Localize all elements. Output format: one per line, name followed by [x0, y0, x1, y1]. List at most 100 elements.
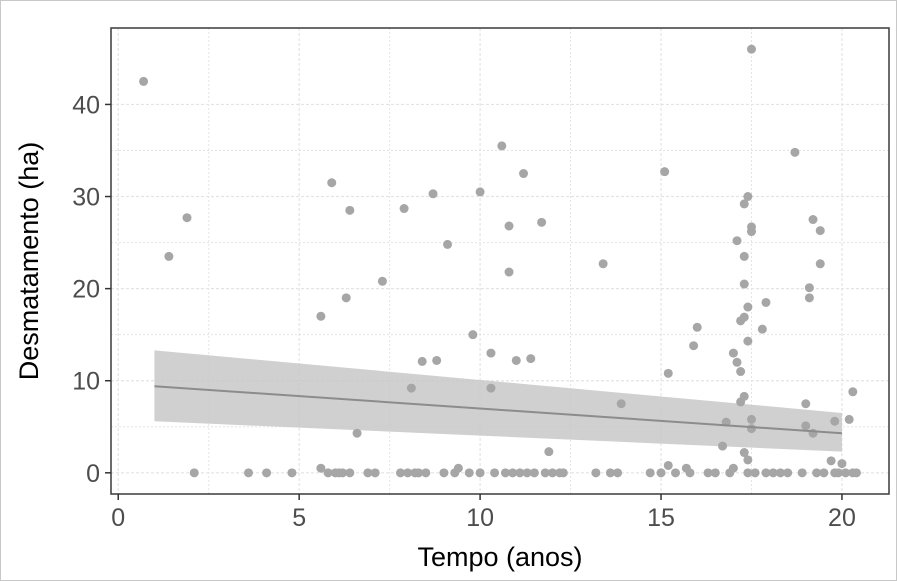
- data-point: [475, 468, 485, 478]
- y-tick-label: 40: [72, 91, 100, 119]
- data-point: [406, 383, 416, 393]
- data-point: [663, 368, 673, 378]
- data-point: [761, 468, 771, 478]
- data-point: [508, 468, 518, 478]
- data-point: [848, 387, 858, 397]
- data-point: [830, 416, 840, 426]
- data-point: [613, 468, 623, 478]
- data-point: [685, 468, 695, 478]
- data-point: [377, 276, 387, 286]
- data-point: [703, 468, 713, 478]
- data-point: [739, 448, 749, 458]
- data-point: [739, 279, 749, 289]
- data-point: [819, 468, 829, 478]
- data-point: [287, 468, 297, 478]
- data-point: [671, 468, 681, 478]
- data-point: [395, 468, 405, 478]
- data-point: [443, 239, 453, 249]
- data-point: [808, 215, 818, 225]
- data-point: [743, 302, 753, 312]
- data-point: [316, 311, 326, 321]
- data-points: [139, 44, 861, 478]
- data-point: [363, 468, 373, 478]
- data-point: [403, 468, 413, 478]
- data-point: [837, 459, 847, 469]
- data-point: [663, 460, 673, 470]
- data-point: [522, 468, 532, 478]
- data-point: [591, 468, 601, 478]
- data-point: [660, 167, 670, 177]
- x-tick-label: 5: [292, 504, 306, 532]
- data-point: [841, 468, 851, 478]
- data-point: [743, 468, 753, 478]
- x-axis-title: Tempo (anos): [417, 542, 582, 572]
- data-point: [500, 468, 510, 478]
- data-point: [529, 468, 539, 478]
- y-tick-label: 30: [72, 184, 100, 212]
- data-point: [338, 468, 348, 478]
- data-point: [519, 169, 529, 179]
- data-point: [645, 468, 655, 478]
- data-point: [746, 414, 756, 424]
- data-point: [511, 355, 521, 365]
- data-point: [739, 391, 749, 401]
- data-point: [815, 259, 825, 269]
- data-point: [736, 367, 746, 377]
- data-point: [486, 348, 496, 358]
- data-point: [743, 455, 753, 465]
- data-point: [417, 356, 427, 366]
- data-point: [504, 221, 514, 231]
- x-tick-label: 0: [111, 504, 125, 532]
- data-point: [851, 468, 861, 478]
- data-point: [486, 383, 496, 393]
- data-point: [341, 293, 351, 303]
- data-point: [345, 205, 355, 215]
- data-point: [504, 267, 514, 277]
- data-point: [750, 468, 760, 478]
- data-point: [164, 251, 174, 261]
- data-point: [743, 336, 753, 346]
- data-point: [801, 421, 811, 431]
- data-point: [515, 468, 525, 478]
- y-tick-label: 0: [86, 460, 100, 488]
- y-axis-ticks: 0 10 20 30 40: [72, 91, 111, 488]
- data-point: [804, 283, 814, 293]
- data-point: [439, 468, 449, 478]
- data-point: [757, 324, 767, 334]
- data-point: [547, 468, 557, 478]
- data-point: [244, 468, 254, 478]
- data-point: [262, 468, 272, 478]
- data-point: [732, 236, 742, 246]
- data-point: [414, 468, 424, 478]
- data-point: [739, 199, 749, 209]
- data-point: [728, 348, 738, 358]
- data-point: [739, 312, 749, 322]
- data-point: [428, 189, 438, 199]
- data-point: [815, 226, 825, 236]
- data-point: [316, 463, 326, 473]
- data-point: [761, 297, 771, 307]
- data-point: [692, 322, 702, 332]
- data-point: [432, 355, 442, 365]
- x-axis-ticks: 0 5 10 15 20: [111, 494, 856, 532]
- data-point: [844, 414, 854, 424]
- data-point: [345, 468, 355, 478]
- data-point: [370, 468, 380, 478]
- confidence-ribbon: [154, 350, 842, 452]
- x-tick-label: 20: [828, 504, 856, 532]
- data-point: [605, 468, 615, 478]
- data-point: [421, 468, 431, 478]
- data-point: [732, 357, 742, 367]
- data-point: [189, 468, 199, 478]
- data-point: [475, 187, 485, 197]
- fit-line-group: [154, 385, 843, 435]
- data-point: [598, 259, 608, 269]
- data-point: [826, 456, 836, 466]
- data-point: [323, 468, 333, 478]
- data-point: [718, 441, 728, 451]
- data-point: [743, 192, 753, 202]
- plot-panel-border: [110, 27, 890, 495]
- data-point: [768, 468, 778, 478]
- data-point: [490, 468, 500, 478]
